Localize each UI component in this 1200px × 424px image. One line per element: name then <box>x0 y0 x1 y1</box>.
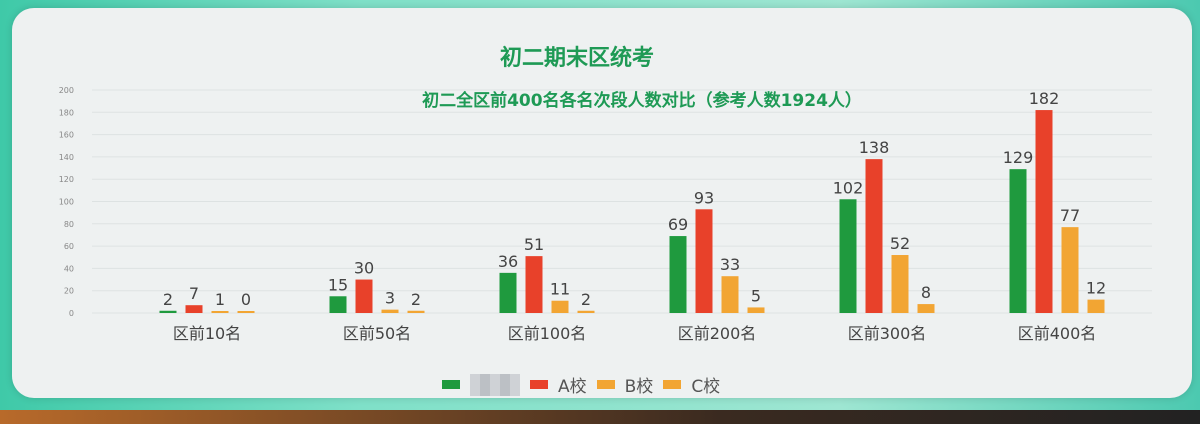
legend-swatch-c <box>663 380 682 389</box>
data-label: 129 <box>1003 148 1034 167</box>
slide-card: 初二期末区统考 初二全区前400名各名次段人数对比（参考人数1924人） 0 20… <box>12 8 1192 398</box>
bar <box>695 209 713 313</box>
bar <box>237 311 255 313</box>
y-tick-label: 20 <box>64 287 74 296</box>
bar <box>839 199 857 313</box>
bar <box>1061 227 1079 313</box>
legend-label-b: B校 <box>624 377 654 397</box>
data-label: 52 <box>890 234 910 253</box>
bar <box>381 309 399 313</box>
bar <box>1009 169 1027 313</box>
legend-swatch-series-1 <box>442 380 460 389</box>
y-tick-label: 180 <box>59 108 74 117</box>
screen-bezel <box>0 410 1200 424</box>
bar <box>917 304 935 313</box>
legend-swatch-a <box>530 380 548 389</box>
bar <box>185 305 203 313</box>
data-label: 93 <box>694 188 714 207</box>
data-label: 2 <box>411 290 421 309</box>
data-label: 51 <box>524 235 544 254</box>
bar <box>407 310 425 313</box>
y-tick-label: 200 <box>59 86 74 95</box>
bar <box>1087 299 1105 313</box>
bar <box>891 255 909 313</box>
y-tick-label: 120 <box>59 175 74 184</box>
data-label: 15 <box>328 275 348 294</box>
legend-label-a: A校 <box>558 377 587 397</box>
data-label: 69 <box>668 215 688 234</box>
bar <box>525 256 543 313</box>
bar <box>747 307 765 313</box>
data-label: 30 <box>354 259 374 278</box>
bar <box>1035 110 1053 313</box>
chart-title: 初二全区前400名各名次段人数对比（参考人数1924人） <box>422 91 862 111</box>
y-tick-label: 160 <box>59 131 74 140</box>
data-label: 7 <box>189 284 199 303</box>
data-label: 2 <box>581 290 591 309</box>
data-label: 3 <box>385 289 395 308</box>
data-label: 182 <box>1029 89 1060 108</box>
data-label: 102 <box>833 178 864 197</box>
x-tick-label: 区前10名 <box>173 324 241 343</box>
data-label: 138 <box>859 138 890 157</box>
y-tick-label: 0 <box>69 309 74 318</box>
x-tick-label: 区前100名 <box>508 324 587 343</box>
data-label: 36 <box>498 252 518 271</box>
x-tick-label: 区前400名 <box>1018 324 1097 343</box>
x-tick-label: 区前300名 <box>848 324 927 343</box>
data-label: 12 <box>1086 279 1106 298</box>
bar <box>211 311 229 313</box>
data-label: 8 <box>921 283 931 302</box>
legend: A校 B校 C校 <box>442 372 720 397</box>
data-label: 0 <box>241 290 251 309</box>
bar <box>865 159 883 313</box>
legend-label-obscured <box>470 373 520 396</box>
bar <box>329 296 347 313</box>
x-tick-label: 区前50名 <box>343 324 411 343</box>
y-tick-label: 80 <box>64 220 74 229</box>
y-tick-label: 40 <box>64 264 74 273</box>
bar <box>669 236 687 313</box>
legend-swatch-b <box>596 380 615 389</box>
y-tick-label: 60 <box>64 242 74 251</box>
bar <box>355 279 373 313</box>
bar <box>499 272 517 313</box>
bar <box>577 310 595 313</box>
data-label: 2 <box>163 290 173 309</box>
y-tick-label: 140 <box>59 153 74 162</box>
bar <box>721 276 739 313</box>
data-label: 33 <box>720 255 740 274</box>
data-label: 5 <box>751 286 761 305</box>
data-label: 11 <box>550 280 570 299</box>
data-label: 77 <box>1060 206 1080 225</box>
data-label: 1 <box>215 290 225 309</box>
legend-label-c: C校 <box>691 377 721 397</box>
bar <box>159 310 177 313</box>
x-tick-label: 区前200名 <box>678 324 757 343</box>
bar <box>551 300 569 313</box>
y-tick-label: 100 <box>59 198 74 207</box>
slide-title: 初二期末区统考 <box>499 46 654 71</box>
